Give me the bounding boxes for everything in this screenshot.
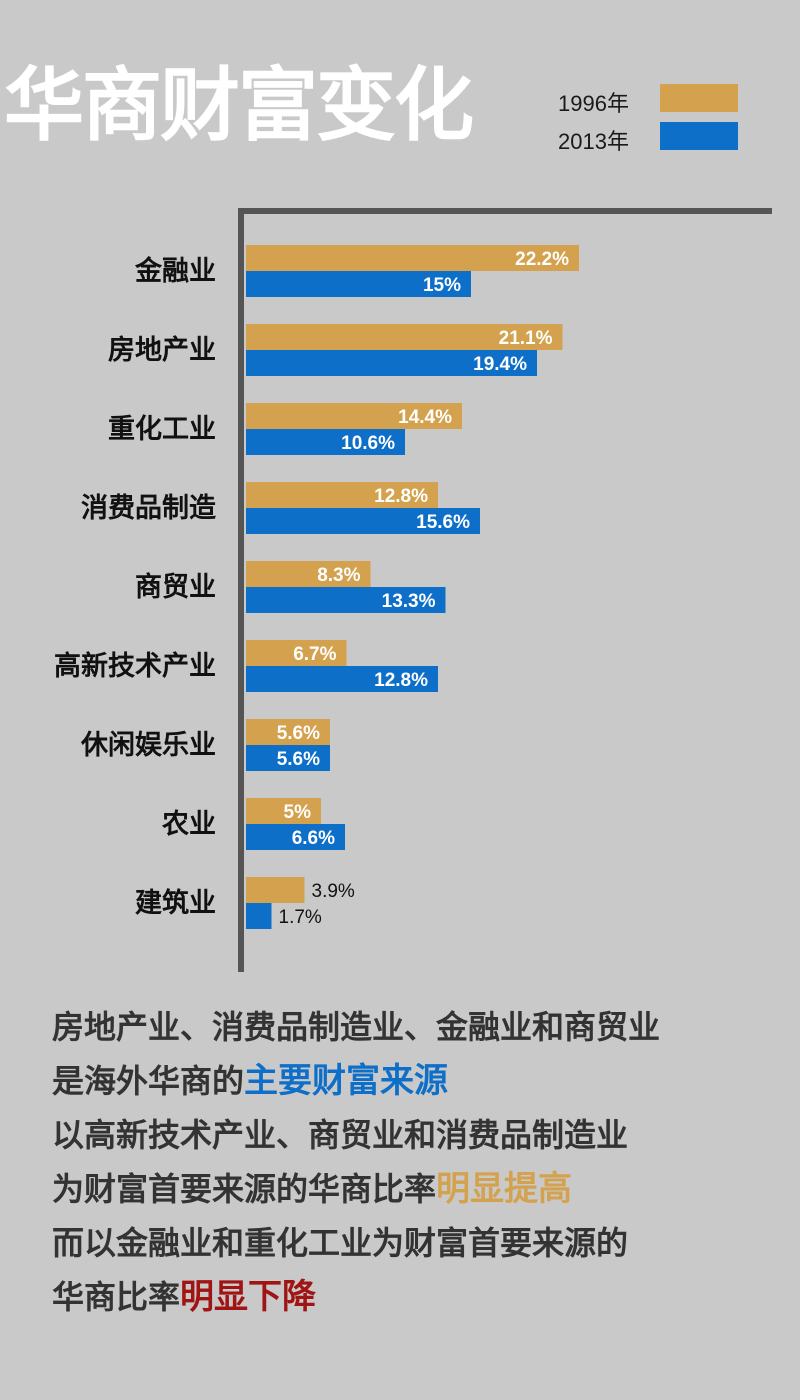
bar-1996 bbox=[246, 640, 347, 666]
bar-1996 bbox=[246, 877, 305, 903]
category-label: 休闲娱乐业 bbox=[80, 730, 216, 761]
bar-1996 bbox=[246, 324, 563, 350]
data-label: 15.6% bbox=[416, 512, 470, 533]
bar-1996 bbox=[246, 403, 462, 429]
y-axis-line bbox=[238, 208, 244, 972]
highlight-decrease: 明显下降 bbox=[180, 1277, 317, 1317]
bar-1996 bbox=[246, 561, 371, 587]
summary-line-3: 以高新技术产业、商贸业和消费品制造业 bbox=[52, 1116, 629, 1154]
data-label: 21.1% bbox=[499, 328, 553, 349]
bar-2013 bbox=[246, 508, 480, 534]
bar-2013 bbox=[246, 745, 330, 771]
bar-2013 bbox=[246, 903, 272, 929]
summary-line-1: 房地产业、消费品制造业、金融业和商贸业 bbox=[52, 1008, 661, 1046]
data-label: 15% bbox=[423, 275, 461, 296]
summary-line-5: 而以金融业和重化工业为财富首要来源的 bbox=[52, 1224, 629, 1262]
data-label: 14.4% bbox=[398, 407, 452, 428]
legend-swatch-2013 bbox=[660, 122, 738, 150]
bar-2013 bbox=[246, 666, 438, 692]
data-label: 12.8% bbox=[374, 486, 428, 507]
category-label: 建筑业 bbox=[135, 887, 216, 919]
category-label: 房地产业 bbox=[108, 335, 216, 366]
data-label: 22.2% bbox=[515, 249, 569, 270]
bar-2013 bbox=[246, 587, 446, 613]
summary-line-2: 是海外华商的主要财富来源 bbox=[52, 1054, 792, 1108]
category-label: 重化工业 bbox=[108, 414, 216, 445]
bar-2013 bbox=[246, 271, 471, 297]
data-label: 5.6% bbox=[277, 749, 320, 770]
data-label: 13.3% bbox=[382, 591, 436, 612]
page-title: 华商财富变化 bbox=[4, 59, 474, 152]
bar-2013 bbox=[246, 350, 537, 376]
bar-1996 bbox=[246, 719, 330, 745]
legend-label-2013: 2013年 bbox=[558, 129, 629, 154]
bar-2013 bbox=[246, 824, 345, 850]
legend-label-1996: 1996年 bbox=[558, 91, 629, 116]
data-label: 5.6% bbox=[277, 723, 320, 744]
bar-1996 bbox=[246, 245, 579, 271]
summary-line-6-text: 华商比率 bbox=[52, 1278, 181, 1316]
data-label: 3.9% bbox=[312, 881, 355, 902]
data-label: 6.6% bbox=[292, 828, 335, 849]
summary-line-2-text: 是海外华商的 bbox=[52, 1062, 245, 1100]
summary-line-4: 为财富首要来源的华商比率明显提高 bbox=[52, 1162, 792, 1216]
legend-swatch-1996 bbox=[660, 84, 738, 112]
category-label: 金融业 bbox=[134, 255, 216, 287]
bar-chart: 金融业 22.2% 15% 房地产业 21.1% 19.4% 重化工业 14.4%10.6% 消… bbox=[54, 208, 772, 972]
summary-text: 房地产业、消费品制造业、金融业和商贸业 是海外华商的主要财富来源 以高新技术产业… bbox=[52, 1000, 792, 1324]
data-label: 19.4% bbox=[473, 354, 527, 375]
highlight-main-source: 主要财富来源 bbox=[244, 1061, 449, 1101]
category-label: 农业 bbox=[161, 809, 216, 840]
category-label: 消费品制造 bbox=[81, 493, 216, 524]
data-label: 10.6% bbox=[341, 433, 395, 454]
summary-line-6: 华商比率明显下降 bbox=[52, 1270, 792, 1324]
category-label: 高新技术产业 bbox=[54, 650, 216, 682]
data-label: 8.3% bbox=[317, 565, 360, 586]
data-label: 6.7% bbox=[293, 644, 336, 665]
data-label: 5% bbox=[284, 802, 312, 823]
top-axis-line bbox=[238, 208, 772, 214]
bar-1996 bbox=[246, 798, 321, 824]
category-label: 商贸业 bbox=[135, 572, 216, 603]
highlight-increase: 明显提高 bbox=[436, 1169, 573, 1209]
data-label: 12.8% bbox=[374, 670, 428, 691]
data-label: 1.7% bbox=[279, 907, 322, 928]
bar-2013 bbox=[246, 429, 405, 455]
bar-1996 bbox=[246, 482, 438, 508]
summary-line-4-text: 为财富首要来源的华商比率 bbox=[52, 1170, 437, 1208]
